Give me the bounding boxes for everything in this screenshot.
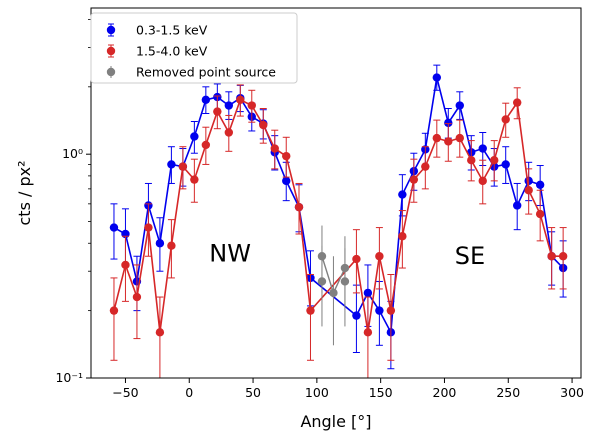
data-point [478, 176, 487, 186]
legend-marker [106, 46, 116, 56]
data-point [282, 151, 291, 161]
data-point [352, 311, 361, 320]
series-2 [317, 225, 350, 346]
data-point [455, 133, 464, 143]
data-point [155, 239, 165, 248]
x-tick-label: 50 [245, 385, 261, 400]
data-point [132, 292, 142, 302]
data-point [455, 101, 464, 110]
x-tick-label: 250 [496, 385, 520, 400]
data-point [547, 252, 556, 261]
x-tick-label: −50 [112, 385, 138, 400]
data-point [490, 156, 499, 165]
data-point [409, 175, 419, 184]
data-point [535, 209, 545, 219]
data-point [340, 277, 350, 286]
data-point [109, 223, 119, 232]
data-point [121, 260, 130, 270]
data-point [512, 98, 522, 107]
data-point [109, 306, 119, 315]
x-axis-label: Angle [°] [300, 412, 371, 431]
series-1 [109, 84, 568, 379]
data-point [444, 118, 453, 128]
data-point [386, 306, 396, 315]
y-axis-label: cts / px² [15, 160, 34, 225]
legend: 0.3-1.5 keV 1.5-4.0 keV Removed point sour… [90, 12, 298, 84]
x-tick-label: 0 [185, 385, 193, 400]
series-line [113, 98, 564, 333]
data-point [167, 160, 176, 169]
data-point [375, 306, 384, 315]
x-tick-label: 300 [560, 385, 584, 400]
legend-label: Removed point source [136, 65, 276, 80]
data-point [167, 241, 176, 250]
legend-label: 0.3-1.5 keV [136, 23, 208, 38]
region-label: NW [209, 239, 251, 267]
data-point [340, 263, 350, 273]
data-point [294, 202, 304, 212]
data-point [558, 252, 568, 261]
data-point [201, 95, 211, 104]
data-point [317, 277, 327, 286]
data-point [224, 101, 234, 110]
legend-marker [106, 25, 116, 35]
x-tick-label: 100 [305, 385, 329, 400]
data-point [270, 144, 279, 153]
data-point [282, 176, 291, 186]
data-point [535, 180, 545, 189]
data-point [236, 95, 245, 104]
data-point [421, 162, 430, 171]
y-tick-label: 10⁻¹ [55, 370, 83, 385]
data-point [432, 133, 442, 143]
series-layer [109, 64, 568, 379]
legend-marker [106, 67, 116, 77]
axes-layer: −50 0 50 100 150 200 250 300 10⁻¹ 10⁰ [55, 19, 584, 400]
data-point [432, 73, 442, 82]
data-point [201, 140, 211, 150]
data-point [467, 156, 476, 165]
data-point [352, 254, 361, 264]
data-point [478, 144, 487, 153]
data-point [190, 132, 199, 141]
legend-box [90, 12, 298, 84]
data-point [398, 232, 407, 241]
data-point [375, 252, 384, 261]
data-point [524, 186, 533, 195]
data-point [144, 223, 153, 232]
data-point [329, 288, 338, 298]
series-line [113, 77, 564, 336]
data-point [247, 101, 256, 110]
plot-frame [90, 7, 582, 379]
y-tick-label: 10⁰ [62, 146, 83, 161]
data-point [501, 115, 510, 124]
data-point [512, 201, 522, 210]
data-point [155, 328, 165, 337]
data-point [363, 288, 373, 298]
data-point [363, 328, 373, 337]
x-tick-label: 150 [369, 385, 393, 400]
data-point [306, 306, 315, 315]
data-point [224, 128, 234, 137]
annotation-layer: NW SE [209, 239, 485, 270]
data-point [259, 120, 268, 130]
legend-label: 1.5-4.0 keV [136, 44, 208, 59]
data-point [501, 160, 510, 169]
data-point [398, 190, 407, 199]
data-point [317, 252, 327, 261]
data-point [178, 162, 188, 171]
data-point [190, 175, 199, 184]
series-0 [109, 64, 568, 370]
x-tick-label: 200 [433, 385, 457, 400]
region-label: SE [455, 242, 485, 270]
data-point [213, 107, 222, 116]
data-point [444, 137, 453, 146]
